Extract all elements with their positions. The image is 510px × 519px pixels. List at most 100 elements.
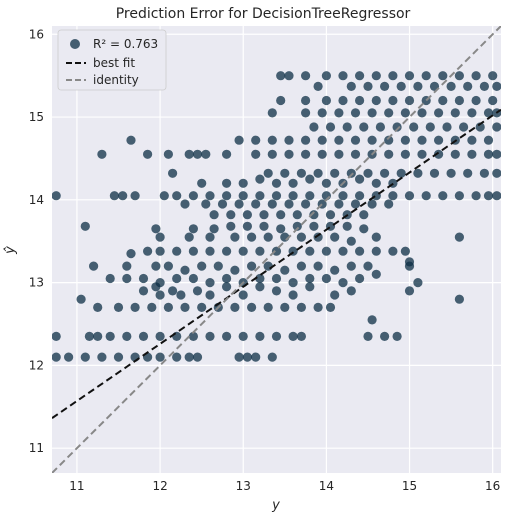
scatter-point xyxy=(438,71,448,81)
scatter-point xyxy=(288,178,298,188)
scatter-point xyxy=(479,168,489,178)
scatter-point xyxy=(105,331,115,341)
scatter-point xyxy=(247,232,257,242)
scatter-point xyxy=(230,302,240,312)
scatter-point xyxy=(421,71,431,81)
scatter-point xyxy=(97,352,107,362)
scatter-point xyxy=(442,122,452,132)
scatter-point xyxy=(259,210,269,220)
scatter-point xyxy=(242,352,252,362)
scatter-point xyxy=(450,149,460,159)
scatter-point xyxy=(284,149,294,159)
scatter-point xyxy=(122,273,132,284)
scatter-point xyxy=(251,352,261,362)
x-tick-label: 12 xyxy=(152,479,167,493)
scatter-point xyxy=(325,302,336,312)
scatter-point xyxy=(301,135,311,145)
scatter-point xyxy=(317,108,327,118)
scatter-point xyxy=(434,149,444,159)
scatter-point xyxy=(276,224,286,234)
scatter-point xyxy=(151,224,161,234)
scatter-point xyxy=(172,191,182,201)
scatter-point xyxy=(492,149,501,159)
scatter-point xyxy=(380,81,390,91)
scatter-point xyxy=(234,352,244,362)
scatter-point xyxy=(367,199,377,209)
scatter-point xyxy=(213,261,223,271)
scatter-point xyxy=(355,191,365,201)
scatter-point xyxy=(271,178,282,188)
scatter-point xyxy=(404,261,415,271)
scatter-point xyxy=(404,71,415,81)
scatter-point xyxy=(384,135,394,145)
scatter-point xyxy=(288,278,298,288)
scatter-point xyxy=(163,261,173,271)
scatter-point xyxy=(350,149,361,159)
scatter-point xyxy=(404,286,415,296)
scatter-point xyxy=(288,290,298,300)
scatter-point xyxy=(409,122,419,132)
scatter-point xyxy=(400,246,410,256)
scatter-point xyxy=(438,191,448,201)
scatter-point xyxy=(338,191,348,201)
scatter-point xyxy=(330,290,340,300)
scatter-point xyxy=(359,122,369,132)
scatter-point xyxy=(205,331,215,341)
scatter-point xyxy=(93,302,103,312)
legend-box xyxy=(57,29,167,91)
scatter-point xyxy=(197,302,207,312)
scatter-point xyxy=(492,191,501,201)
scatter-point xyxy=(492,122,501,132)
scatter-point xyxy=(205,191,215,201)
scatter-point xyxy=(76,294,86,304)
scatter-point xyxy=(355,273,365,284)
scatter-point xyxy=(454,294,464,304)
scatter-point xyxy=(52,352,61,362)
scatter-point xyxy=(313,81,323,91)
scatter-point xyxy=(384,149,394,159)
scatter-point xyxy=(192,352,203,362)
scatter-point xyxy=(296,302,306,312)
scatter-point xyxy=(222,191,232,201)
scatter-point xyxy=(363,81,373,91)
x-axis-label: y xyxy=(271,498,280,513)
scatter-point xyxy=(172,352,182,362)
scatter-point xyxy=(284,199,294,209)
y-tick-label: 15 xyxy=(29,110,44,124)
scatter-point xyxy=(126,249,136,259)
scatter-point xyxy=(488,71,498,81)
scatter-point xyxy=(305,174,315,184)
scatter-points xyxy=(52,71,501,362)
x-tick-label: 15 xyxy=(402,479,417,493)
scatter-point xyxy=(446,168,456,178)
scatter-point xyxy=(163,149,173,159)
scatter-point xyxy=(222,331,232,341)
scatter-point xyxy=(400,149,410,159)
scatter-point xyxy=(172,246,182,256)
scatter-point xyxy=(400,108,410,118)
scatter-point xyxy=(301,71,311,81)
scatter-point xyxy=(188,273,198,284)
scatter-point xyxy=(400,135,410,145)
scatter-point xyxy=(334,108,344,118)
scatter-point xyxy=(471,95,481,106)
scatter-point xyxy=(454,95,464,106)
scatter-point xyxy=(255,273,265,284)
scatter-point xyxy=(255,174,265,184)
scatter-point xyxy=(492,168,501,178)
scatter-point xyxy=(355,95,365,106)
scatter-point xyxy=(429,168,440,178)
y-tick-labels: 11 12 13 14 15 16 xyxy=(29,27,44,455)
scatter-point xyxy=(459,122,469,132)
scatter-point xyxy=(479,81,489,91)
scatter-point xyxy=(205,246,215,256)
scatter-point xyxy=(438,95,448,106)
scatter-point xyxy=(388,71,398,81)
scatter-point xyxy=(313,261,323,271)
scatter-point xyxy=(384,108,394,118)
scatter-point xyxy=(483,149,494,159)
scatter-point xyxy=(467,135,477,145)
scatter-point xyxy=(483,108,494,118)
scatter-point xyxy=(371,71,381,81)
